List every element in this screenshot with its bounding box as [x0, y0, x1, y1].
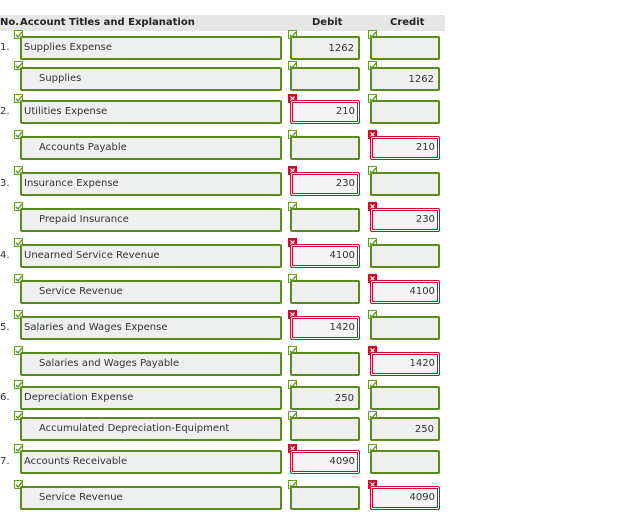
account-input[interactable]: Accumulated Depreciation-Equipment: [20, 417, 282, 441]
col-credit: Credit: [390, 17, 425, 28]
debit-input[interactable]: 4100: [290, 244, 360, 268]
account-input[interactable]: Insurance Expense: [20, 172, 282, 196]
account-input[interactable]: Salaries and Wages Expense: [20, 316, 282, 340]
entry-number: 2.: [0, 106, 10, 117]
credit-input[interactable]: 1262: [370, 67, 440, 91]
entry-number: 3.: [0, 178, 10, 189]
debit-input[interactable]: [290, 208, 360, 232]
check-icon: [14, 444, 23, 453]
entry-number: 6.: [0, 392, 10, 403]
entry-number: 7.: [0, 456, 10, 467]
credit-input[interactable]: 4100: [370, 280, 440, 304]
check-icon: [14, 346, 23, 355]
debit-input[interactable]: [290, 352, 360, 376]
debit-input[interactable]: 1262: [290, 36, 360, 60]
account-input[interactable]: Accounts Payable: [20, 136, 282, 160]
debit-input[interactable]: [290, 417, 360, 441]
account-input[interactable]: Supplies: [20, 67, 282, 91]
debit-input[interactable]: [290, 486, 360, 510]
credit-input[interactable]: [370, 36, 440, 60]
check-icon: [14, 94, 23, 103]
entry-number: 4.: [0, 250, 10, 261]
account-input[interactable]: Salaries and Wages Payable: [20, 352, 282, 376]
debit-input[interactable]: 230: [290, 172, 360, 196]
debit-input[interactable]: 210: [290, 100, 360, 124]
check-icon: [14, 238, 23, 247]
credit-input[interactable]: 4090: [370, 486, 440, 510]
check-icon: [14, 411, 23, 420]
entry-number: 1.: [0, 42, 10, 53]
credit-input[interactable]: [370, 244, 440, 268]
credit-input[interactable]: [370, 450, 440, 474]
credit-input[interactable]: 210: [370, 136, 440, 160]
check-icon: [14, 480, 23, 489]
credit-input[interactable]: [370, 316, 440, 340]
account-input[interactable]: Unearned Service Revenue: [20, 244, 282, 268]
credit-input[interactable]: [370, 386, 440, 410]
account-input[interactable]: Supplies Expense: [20, 36, 282, 60]
debit-input[interactable]: 250: [290, 386, 360, 410]
account-input[interactable]: Prepaid Insurance: [20, 208, 282, 232]
account-input[interactable]: Utilities Expense: [20, 100, 282, 124]
credit-input[interactable]: 1420: [370, 352, 440, 376]
check-icon: [14, 130, 23, 139]
col-debit: Debit: [312, 17, 343, 28]
debit-input[interactable]: 1420: [290, 316, 360, 340]
header-bar: [0, 15, 445, 31]
account-input[interactable]: Depreciation Expense: [20, 386, 282, 410]
credit-input[interactable]: 250: [370, 417, 440, 441]
check-icon: [14, 202, 23, 211]
credit-input[interactable]: 230: [370, 208, 440, 232]
debit-input[interactable]: [290, 67, 360, 91]
error-icon: [288, 166, 297, 175]
credit-input[interactable]: [370, 172, 440, 196]
debit-input[interactable]: 4090: [290, 450, 360, 474]
error-icon: [368, 130, 377, 139]
check-icon: [14, 274, 23, 283]
account-input[interactable]: Service Revenue: [20, 486, 282, 510]
col-no: No.: [0, 17, 20, 28]
check-icon: [14, 61, 23, 70]
check-icon: [14, 310, 23, 319]
debit-input[interactable]: [290, 280, 360, 304]
entry-number: 5.: [0, 322, 10, 333]
account-input[interactable]: Accounts Receivable: [20, 450, 282, 474]
check-icon: [14, 30, 23, 39]
debit-input[interactable]: [290, 136, 360, 160]
account-input[interactable]: Service Revenue: [20, 280, 282, 304]
col-account: Account Titles and Explanation: [20, 17, 195, 28]
error-icon: [288, 238, 297, 247]
check-icon: [14, 380, 23, 389]
credit-input[interactable]: [370, 100, 440, 124]
check-icon: [14, 166, 23, 175]
